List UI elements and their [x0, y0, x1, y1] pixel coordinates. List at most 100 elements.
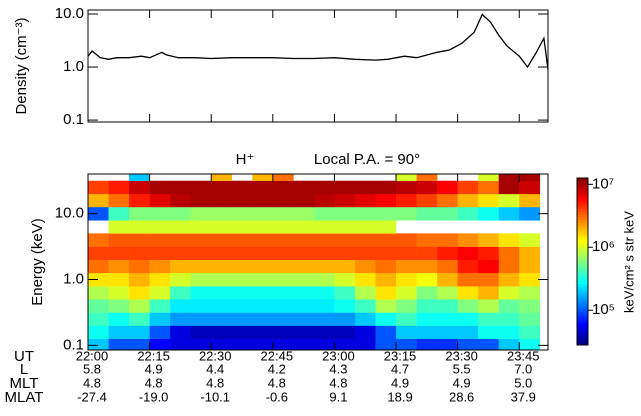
flux-cell	[211, 193, 233, 208]
flux-cell	[498, 259, 520, 274]
colorbar-step	[577, 303, 588, 307]
flux-cell	[498, 233, 520, 247]
flux-cell	[437, 259, 458, 274]
flux-cell	[129, 299, 150, 313]
colorbar-step	[577, 216, 588, 221]
flux-cell	[354, 312, 376, 326]
flux-cell	[416, 233, 438, 247]
flux-cell	[129, 286, 150, 300]
flux-cell	[293, 312, 315, 326]
flux-cell	[354, 193, 376, 208]
flux-cell	[108, 206, 130, 221]
flux-cell	[334, 338, 356, 350]
flux-cell	[252, 272, 274, 287]
flux-cell	[334, 312, 356, 326]
flux-cell	[129, 220, 150, 234]
flux-cell	[313, 272, 335, 287]
flux-cell	[272, 174, 294, 182]
flux-cell	[354, 180, 376, 195]
colorbar-step	[577, 239, 588, 243]
flux-cell	[211, 299, 233, 313]
flux-cell	[478, 259, 500, 274]
ephemeris-value: 4.7	[391, 361, 409, 376]
ephemeris-value: 18.9	[387, 389, 412, 404]
flux-cell	[190, 233, 212, 247]
colorbar-step	[577, 219, 588, 223]
flux-cell	[354, 286, 376, 300]
colorbar-step	[577, 255, 588, 260]
flux-cell	[170, 312, 191, 326]
flux-cell	[354, 206, 376, 221]
flux-cell	[478, 325, 500, 339]
colorbar-step	[577, 267, 588, 271]
flux-cell	[252, 246, 274, 260]
spectrogram	[88, 174, 541, 350]
flux-cell	[231, 312, 253, 326]
flux-cell	[519, 325, 541, 339]
colorbar-step	[577, 230, 588, 235]
colorbar-step	[577, 317, 588, 321]
x-tick-label: 23:15	[384, 348, 417, 363]
flux-cell	[293, 325, 315, 339]
flux-cell	[457, 259, 479, 274]
colorbar-step	[577, 197, 588, 201]
colorbar-step	[577, 228, 588, 232]
flux-cell	[272, 193, 294, 208]
flux-cell	[272, 220, 294, 234]
colorbar-step	[577, 214, 588, 218]
colorbar-frame	[576, 177, 589, 346]
flux-cell	[211, 174, 233, 182]
flux-cell	[519, 338, 541, 350]
flux-cell	[231, 272, 253, 287]
flux-cell	[108, 325, 130, 339]
flux-cell	[190, 325, 212, 339]
flux-cell	[478, 246, 500, 260]
flux-cell	[149, 259, 171, 274]
colorbar-step	[577, 247, 588, 251]
flux-cell	[272, 299, 294, 313]
flux-cell	[252, 174, 274, 182]
flux-cell	[498, 193, 520, 208]
y-tick-label: 1.0	[63, 270, 84, 287]
plot-frame	[87, 173, 549, 351]
flux-cell	[519, 259, 541, 274]
flux-cell	[396, 338, 417, 350]
flux-cell	[149, 206, 171, 221]
colorbar-step	[577, 200, 588, 204]
ephemeris-value: 7.0	[514, 361, 532, 376]
flux-cell	[437, 312, 458, 326]
colorbar-step	[577, 314, 588, 318]
flux-cell	[252, 233, 274, 247]
flux-cell	[313, 220, 335, 234]
flux-cell	[211, 259, 233, 274]
flux-cell	[129, 174, 150, 182]
y-axis-label: Energy (keV)	[29, 218, 46, 306]
ephemeris-value: 4.2	[268, 361, 286, 376]
flux-cell	[375, 206, 397, 221]
ephemeris-label: MLT	[10, 375, 39, 392]
x-tick-label: 22:00	[76, 348, 109, 363]
flux-cell	[190, 272, 212, 287]
flux-cell	[252, 286, 274, 300]
colorbar-step	[577, 297, 588, 301]
flux-cell	[129, 193, 150, 208]
colorbar-step	[577, 272, 588, 276]
colorbar-step	[577, 339, 588, 343]
x-tick-label: 22:45	[261, 348, 294, 363]
colorbar-step	[577, 258, 588, 262]
flux-cell	[88, 299, 109, 313]
flux-cell	[190, 206, 212, 221]
flux-cell	[231, 259, 253, 274]
x-tick-label: 23:30	[445, 348, 478, 363]
flux-cell	[437, 233, 458, 247]
flux-cell	[457, 286, 479, 300]
flux-cell	[498, 312, 520, 326]
flux-cell	[252, 193, 274, 208]
colorbar-step	[577, 286, 588, 290]
flux-cell	[457, 325, 479, 339]
flux-cell	[334, 325, 356, 339]
flux-cell	[272, 312, 294, 326]
flux-cell	[375, 246, 397, 260]
colorbar-step	[577, 264, 588, 268]
flux-cell	[457, 180, 479, 195]
